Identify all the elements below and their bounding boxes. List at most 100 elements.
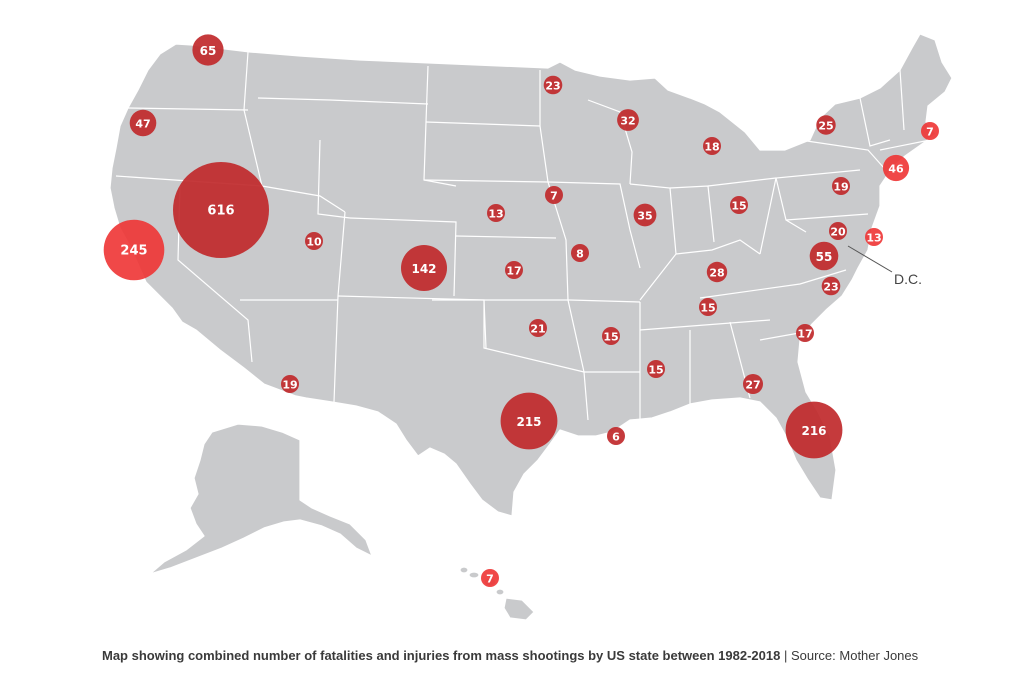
bubble-circle-georgia	[743, 374, 763, 394]
state-borders	[115, 51, 931, 421]
state-bubble-pennsylvania: 19	[832, 177, 850, 195]
bubble-circle-utah	[305, 232, 323, 250]
bubble-value-louisiana: 6	[612, 431, 620, 444]
bubble-circle-arizona	[281, 375, 299, 393]
bubble-circle-dc	[829, 222, 847, 240]
bubble-layer: 65 47 245 616 10 19 142 13 17 21 215 23 7 8 15 6 32 35 18 1…	[103, 34, 939, 587]
state-bubble-delaware: 13	[865, 228, 883, 246]
state-bubble-nebraska: 13	[487, 204, 505, 222]
bubble-circle-nebraska	[487, 204, 505, 222]
bubble-value-illinois: 35	[637, 210, 652, 223]
state-bubble-oregon: 47	[129, 109, 157, 137]
state-bubble-ohio: 15	[730, 196, 748, 214]
state-bubble-michigan: 18	[703, 137, 721, 155]
bubble-circle-delaware	[865, 228, 883, 246]
state-bubble-kansas: 17	[505, 261, 523, 279]
state-bubble-missouri: 8	[571, 244, 589, 262]
bubble-circle-minnesota	[543, 75, 563, 95]
bubble-value-florida: 216	[801, 424, 826, 438]
bubble-circle-missouri	[571, 244, 589, 262]
bubble-circle-tennessee	[699, 298, 717, 316]
state-bubble-new-york: 25	[816, 115, 836, 135]
bubble-circle-wisconsin	[617, 109, 639, 131]
bubble-circle-hawaii	[481, 569, 499, 587]
state-bubble-kentucky: 28	[706, 261, 728, 283]
bubble-value-colorado: 142	[411, 262, 436, 276]
bubble-value-kentucky: 28	[709, 267, 724, 280]
bubble-value-delaware: 13	[866, 232, 881, 245]
bubble-circle-illinois	[633, 203, 657, 227]
bubble-circle-texas	[500, 392, 558, 450]
state-bubble-utah: 10	[305, 232, 323, 250]
bubble-value-nevada: 616	[207, 204, 234, 219]
bubble-value-arkansas: 15	[603, 331, 618, 344]
bubble-circle-nevada	[173, 162, 269, 258]
bubble-circle-michigan	[703, 137, 721, 155]
bubble-circle-massachusetts	[921, 122, 939, 140]
state-bubble-minnesota: 23	[543, 75, 563, 95]
bubble-value-wisconsin: 32	[620, 115, 635, 128]
state-bubble-south-carolina: 17	[796, 324, 814, 342]
state-bubble-iowa: 7	[545, 186, 563, 204]
state-bubble-washington: 65	[192, 34, 224, 66]
state-bubble-virginia: 55	[809, 241, 839, 271]
caption-source: Source: Mother Jones	[790, 648, 919, 663]
state-bubble-arkansas: 15	[602, 327, 620, 345]
state-bubble-louisiana: 6	[607, 427, 625, 445]
bubble-value-texas: 215	[516, 415, 541, 429]
bubble-circle-south-carolina	[796, 324, 814, 342]
bubble-value-ohio: 15	[731, 200, 746, 213]
bubble-value-pennsylvania: 19	[833, 181, 848, 194]
state-bubble-nevada: 616	[173, 162, 269, 258]
bubble-value-georgia: 27	[745, 379, 760, 392]
state-bubble-texas: 215	[500, 392, 558, 450]
state-bubble-wisconsin: 32	[617, 109, 639, 131]
dc-leader-line	[847, 245, 893, 273]
state-bubble-arizona: 19	[281, 375, 299, 393]
bubble-value-arizona: 19	[282, 379, 297, 392]
bubble-circle-virginia	[809, 241, 839, 271]
state-bubble-oklahoma: 21	[529, 319, 547, 337]
bubble-value-oklahoma: 21	[530, 323, 545, 336]
bubble-value-south-carolina: 17	[797, 328, 812, 341]
state-bubble-connecticut: 46	[882, 154, 910, 182]
bubble-value-california: 245	[120, 244, 147, 259]
state-bubble-florida: 216	[785, 401, 843, 459]
caption-title: Map showing combined number of fatalitie…	[102, 648, 781, 663]
state-bubble-north-carolina: 23	[821, 276, 841, 296]
state-bubble-mississippi: 15	[647, 360, 665, 378]
state-bubble-illinois: 35	[633, 203, 657, 227]
bubble-circle-new-york	[816, 115, 836, 135]
us-landmass	[109, 33, 953, 621]
bubble-circle-oregon	[129, 109, 157, 137]
bubble-value-iowa: 7	[550, 190, 558, 203]
bubble-value-tennessee: 15	[700, 302, 715, 315]
bubble-circle-north-carolina	[821, 276, 841, 296]
bubble-circle-california	[103, 219, 165, 281]
bubble-circle-arkansas	[602, 327, 620, 345]
bubble-value-dc: 20	[830, 226, 846, 239]
bubble-value-connecticut: 46	[888, 163, 904, 176]
bubble-circle-ohio	[730, 196, 748, 214]
dc-label: D.C.	[894, 271, 922, 287]
bubble-circle-connecticut	[882, 154, 910, 182]
bubble-circle-washington	[192, 34, 224, 66]
bubble-value-michigan: 18	[704, 141, 719, 154]
bubble-value-hawaii: 7	[486, 573, 494, 586]
bubble-value-washington: 65	[200, 44, 217, 58]
bubble-circle-oklahoma	[529, 319, 547, 337]
bubble-value-mississippi: 15	[648, 364, 663, 377]
map-caption: Map showing combined number of fatalitie…	[102, 648, 1002, 663]
state-bubble-california: 245	[103, 219, 165, 281]
bubble-value-kansas: 17	[506, 265, 521, 278]
bubble-value-oregon: 47	[135, 118, 150, 131]
bubble-value-new-york: 25	[818, 120, 833, 133]
bubble-circle-kansas	[505, 261, 523, 279]
state-bubble-massachusetts: 7	[921, 122, 939, 140]
bubble-value-massachusetts: 7	[926, 126, 934, 139]
bubble-circle-mississippi	[647, 360, 665, 378]
bubble-value-virginia: 55	[816, 250, 833, 264]
bubble-circle-colorado	[401, 245, 447, 291]
bubble-circle-louisiana	[607, 427, 625, 445]
